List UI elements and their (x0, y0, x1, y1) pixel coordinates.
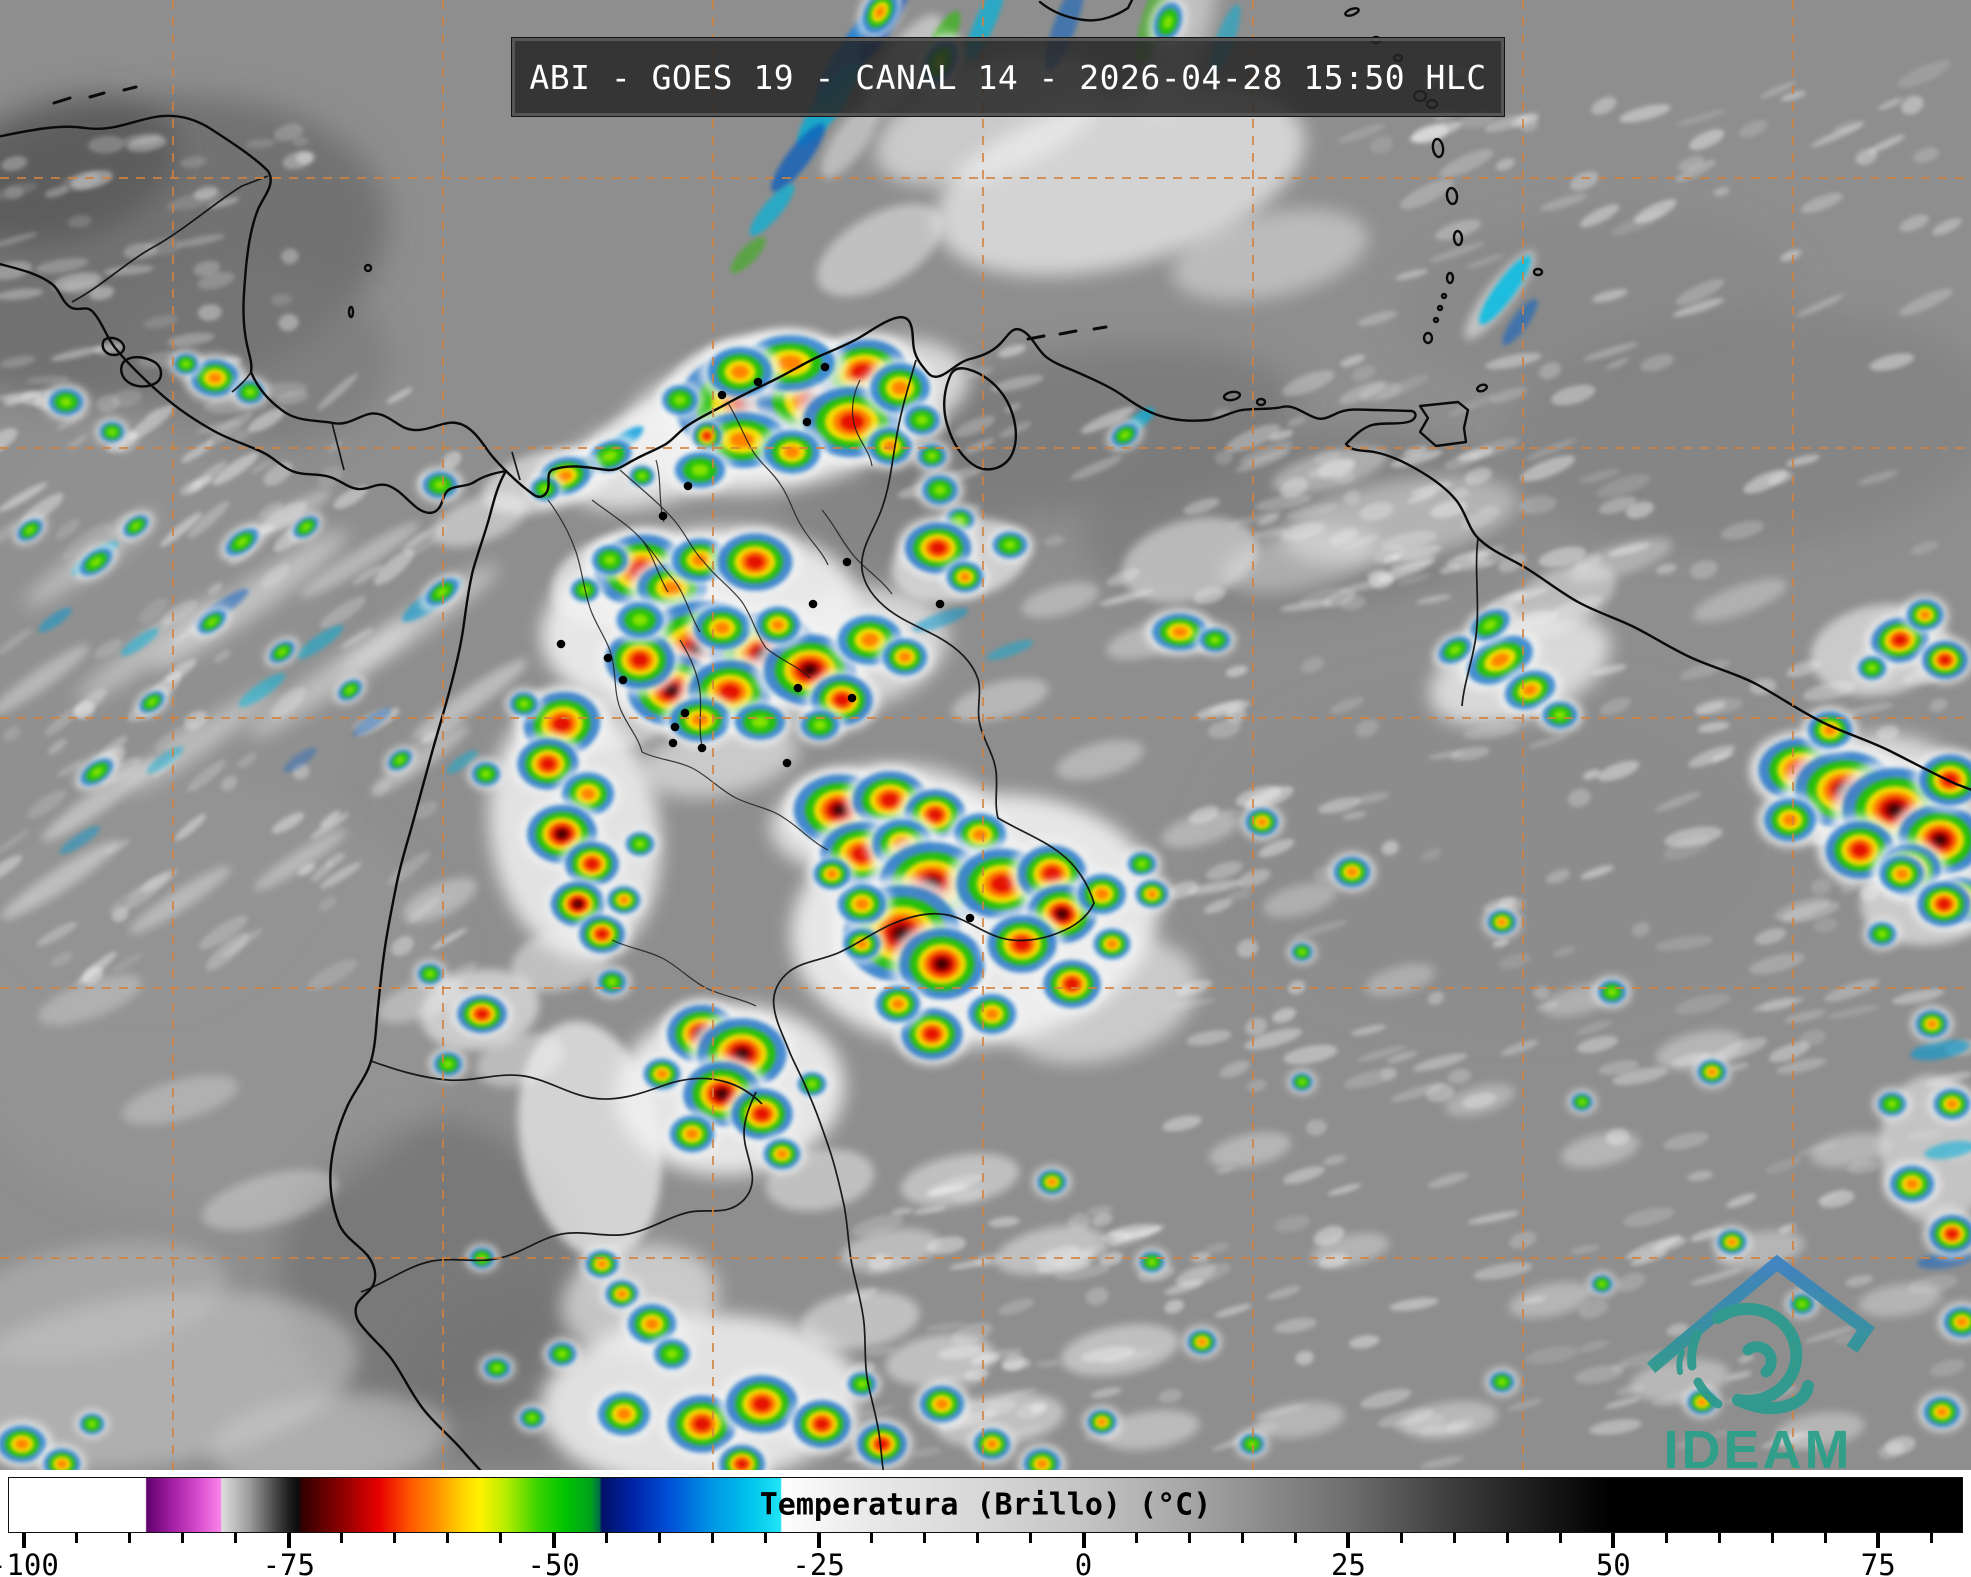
colorbar-minor-tick (1452, 1533, 1456, 1543)
colorbar-tick-label: -75 (262, 1548, 315, 1577)
city-dots (556, 362, 975, 923)
coastline-caribbean (0, 114, 1971, 791)
colorbar-minor-tick (1293, 1533, 1297, 1543)
lake-nicaragua (101, 336, 163, 388)
lake-maracaibo (943, 367, 1018, 471)
colorbar-minor-tick (711, 1533, 715, 1543)
colorbar-minor-tick (1240, 1533, 1244, 1543)
colorbar-minor-tick (1770, 1533, 1774, 1543)
colorbar-major-tick (1346, 1533, 1351, 1548)
colorbar-minor-tick (340, 1533, 344, 1543)
colorbar-minor-tick (870, 1533, 874, 1543)
colorbar-major-tick (21, 1533, 26, 1548)
title-bar: ABI - GOES 19 - CANAL 14 - 2026-04-28 15… (512, 38, 1504, 116)
colorbar-major-tick (1081, 1533, 1086, 1548)
colorbar-minor-tick (75, 1533, 79, 1543)
colorbar-minor-tick (446, 1533, 450, 1543)
satellite-ir-scene: IDEAM (0, 0, 1971, 1470)
colorbar-minor-tick (181, 1533, 185, 1543)
coastlines (0, 0, 1971, 1470)
country-borders (71, 175, 1479, 1470)
colorbar-tick-label: -50 (527, 1548, 580, 1577)
colorbar-title: Temperatura (Brillo) (°C) (759, 1487, 1212, 1523)
colorbar-minor-tick (1399, 1533, 1403, 1543)
colorbar-tick-label: 75 (1860, 1548, 1896, 1577)
colorbar-minor-tick (1823, 1533, 1827, 1543)
colorbar-minor-tick (1134, 1533, 1138, 1543)
colorbar-tick-label: -100 (0, 1548, 59, 1577)
ideam-logo: IDEAM (1646, 1254, 1875, 1470)
ideam-wordmark: IDEAM (1664, 1420, 1853, 1470)
colorbar-minor-tick (923, 1533, 927, 1543)
colorbar-minor-tick (1664, 1533, 1668, 1543)
department-borders (547, 379, 893, 1007)
island-trinidad (1418, 400, 1470, 448)
colorbar-major-tick (286, 1533, 291, 1548)
coastline-pacific-centam (0, 262, 508, 515)
colorbar-tick-label: -25 (792, 1548, 845, 1577)
colorbar-major-tick (551, 1533, 556, 1548)
title-text: ABI - GOES 19 - CANAL 14 - 2026-04-28 15… (529, 57, 1487, 97)
latlon-grid (0, 0, 1971, 1470)
colorbar-minor-tick (764, 1533, 768, 1543)
colorbar-minor-tick (1717, 1533, 1721, 1543)
colorbar-tick-label: 50 (1595, 1548, 1631, 1577)
colorbar-minor-tick (393, 1533, 397, 1543)
colorbar-major-tick (1611, 1533, 1616, 1548)
colorbar-major-tick (816, 1533, 821, 1548)
colorbar-minor-tick (234, 1533, 238, 1543)
colorbar-minor-tick (1505, 1533, 1509, 1543)
colorbar-minor-tick (1929, 1533, 1933, 1543)
colorbar-minor-tick (1558, 1533, 1562, 1543)
colorbar-tick-label: 25 (1330, 1548, 1366, 1577)
convective-cell-layer (0, 0, 1971, 1470)
colorbar-minor-tick (976, 1533, 980, 1543)
colorbar-tick-label: 0 (1074, 1548, 1093, 1577)
colorbar-minor-tick (605, 1533, 609, 1543)
coastline-pacific-sa (329, 469, 508, 1470)
colorbar-minor-tick (658, 1533, 662, 1543)
colorbar-minor-tick (128, 1533, 132, 1543)
satellite-map-image: IDEAM ABI - GOES 19 - CANAL 14 - 2026-04… (0, 0, 1971, 1470)
island-hispaniola-edge (1038, 0, 1134, 22)
colorbar: Temperatura (Brillo) (°C) -100 -75 -50 -25 0… (0, 1470, 1971, 1577)
island-chains (52, 85, 1108, 341)
colorbar-minor-tick (1187, 1533, 1191, 1543)
colorbar-minor-tick (499, 1533, 503, 1543)
colorbar-gradient: Temperatura (Brillo) (°C) (8, 1477, 1963, 1533)
colorbar-minor-tick (1029, 1533, 1033, 1543)
colorbar-major-tick (1876, 1533, 1881, 1548)
hurricane-spiral-icon (1676, 1302, 1814, 1415)
colorbar-axis: -100 -75 -50 -25 0 25 50 75 (0, 1533, 1971, 1577)
